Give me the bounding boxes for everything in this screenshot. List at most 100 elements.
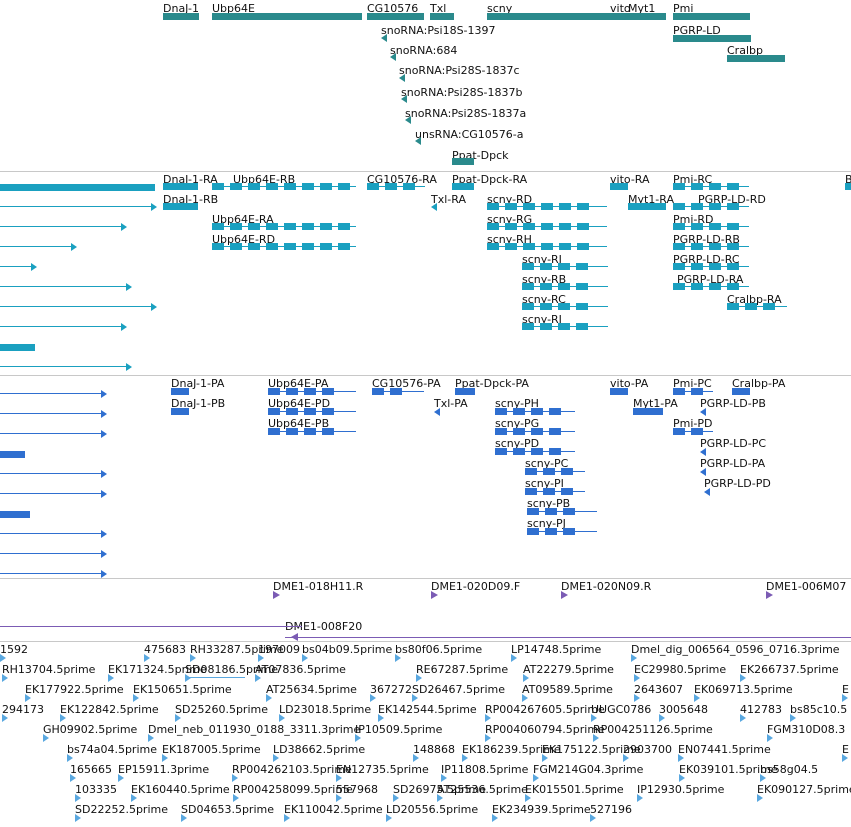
protein-bar — [171, 388, 189, 395]
est-bar — [148, 734, 154, 742]
est-label: EK015501.5prime — [525, 783, 624, 796]
protein-bar — [732, 388, 750, 395]
est-bar — [378, 714, 384, 722]
est-bar — [162, 754, 168, 762]
protein-bar — [700, 448, 706, 456]
gene-bar — [415, 137, 421, 145]
est-bar — [525, 794, 531, 802]
protein-label: PGRP-LD-PC — [700, 437, 767, 450]
partial-feature-bar — [0, 451, 25, 458]
est-label: 294173 — [2, 703, 44, 716]
transcript-label: DnaJ-1-RB — [163, 193, 219, 206]
est-label: bs74a04.5prime — [67, 743, 157, 756]
transcript-bar — [212, 226, 356, 227]
est-label: AT25634.5prime — [266, 683, 357, 696]
transcript-label: scny-RH — [487, 233, 532, 246]
protein-label: Ubp64E-PA — [268, 377, 329, 390]
partial-feature-bar — [0, 206, 155, 207]
est-label: AT25536.5prime — [437, 783, 528, 796]
transcript-bar — [673, 226, 749, 227]
est-bar — [623, 754, 629, 762]
est-label: GH09902.5prime — [43, 723, 138, 736]
clone-bar — [431, 591, 438, 599]
est-bar — [185, 674, 191, 682]
est-label: LD20556.5prime — [386, 803, 479, 816]
transcript-track: DnaJ-1-RA DnaJ-1-RB Ubp64E-RB Ubp64E-RA Ubp6… — [0, 171, 851, 375]
transcript-bar — [487, 206, 607, 207]
protein-track: DnaJ-1-PA DnaJ-1-PB Ubp64E-PA Ubp64E-PD Ubp6… — [0, 375, 851, 578]
protein-bar — [372, 391, 424, 392]
arrowhead-icon — [101, 490, 107, 498]
protein-label: scny-PC — [525, 457, 569, 470]
partial-feature-bar — [0, 433, 105, 434]
protein-label: scny-PD — [495, 437, 540, 450]
gene-track: DnaJ-1 Ubp64E CG10576 Txl scny vito Myt1 Pmi PGR… — [0, 0, 851, 171]
transcript-label: scny-RJ — [522, 253, 562, 266]
transcript-bar — [673, 186, 749, 187]
est-label: EK090127.5prime — [757, 783, 851, 796]
est-label: RP004060794.5prime — [485, 723, 605, 736]
clone-line — [0, 626, 302, 627]
est-bar — [760, 774, 766, 782]
est-bar — [131, 794, 137, 802]
est-bar — [75, 794, 81, 802]
clone-track: DME1-018H11.R DME1-020D09.F DME1-020N09.R D… — [0, 578, 851, 641]
arrowhead-icon — [101, 430, 107, 438]
est-label: LP14748.5prime — [511, 643, 602, 656]
protein-bar — [700, 408, 706, 416]
transcript-label: scny-RC — [522, 293, 566, 306]
gene-bar — [212, 13, 362, 20]
est-bar — [533, 774, 539, 782]
protein-label: scny-PJ — [527, 517, 566, 530]
est-bar — [790, 714, 796, 722]
protein-label: PGRP-LD-PB — [700, 397, 766, 410]
est-bar — [181, 814, 187, 822]
protein-label: Txl-PA — [434, 397, 468, 410]
arrowhead-icon — [101, 550, 107, 558]
arrowhead-icon — [101, 410, 107, 418]
est-label: RP004251126.5prime — [593, 723, 713, 736]
est-bar — [70, 774, 76, 782]
est-label: RP004262103.5prime — [232, 763, 352, 776]
transcript-bar — [487, 226, 607, 227]
partial-feature-bar — [0, 511, 30, 518]
est-bar — [25, 694, 31, 702]
est-label: EK187005.5prime — [162, 743, 261, 756]
est-label: SD22252.5prime — [75, 803, 168, 816]
est-label: FGM310D08.3 — [767, 723, 846, 736]
partial-feature-bar — [0, 344, 35, 351]
gene-label: Ubp64E — [212, 2, 255, 15]
est-bar — [175, 714, 181, 722]
est-label: IP12930.5prime — [637, 783, 725, 796]
gene-bar — [487, 13, 623, 20]
est-bar — [144, 654, 150, 662]
transcript-bar — [212, 186, 356, 187]
est-bar — [485, 734, 491, 742]
est-label: bs04b09.5prime — [302, 643, 393, 656]
clone-label: DME1-020D09.F — [431, 580, 521, 593]
gene-label: Myt1 — [628, 2, 656, 15]
est-label: FGM214G04.3prime — [533, 763, 644, 776]
est-bar — [133, 694, 139, 702]
est-label: 2903700 — [623, 743, 672, 756]
est-label: EK266737.5prime — [740, 663, 839, 676]
transcript-bar — [522, 326, 608, 327]
est-bar — [511, 654, 517, 662]
est-label: AT22279.5prime — [523, 663, 614, 676]
transcript-label: B — [845, 173, 851, 186]
gene-label: snoRNA:Psi28S-1837c — [399, 64, 520, 77]
transcript-label: Ubp64E-RD — [212, 233, 276, 246]
arrowhead-icon — [101, 470, 107, 478]
est-bar — [370, 694, 376, 702]
est-bar — [336, 794, 342, 802]
gene-label: Txl — [430, 2, 447, 15]
transcript-bar — [367, 186, 425, 187]
est-bar — [767, 734, 773, 742]
est-label: E — [842, 683, 849, 696]
est-label: AT09589.5prime — [522, 683, 613, 696]
est-bar — [590, 814, 596, 822]
transcript-label: Ubp64E-RA — [212, 213, 274, 226]
protein-label: Pmi-PD — [673, 417, 713, 430]
est-bar — [108, 674, 114, 682]
